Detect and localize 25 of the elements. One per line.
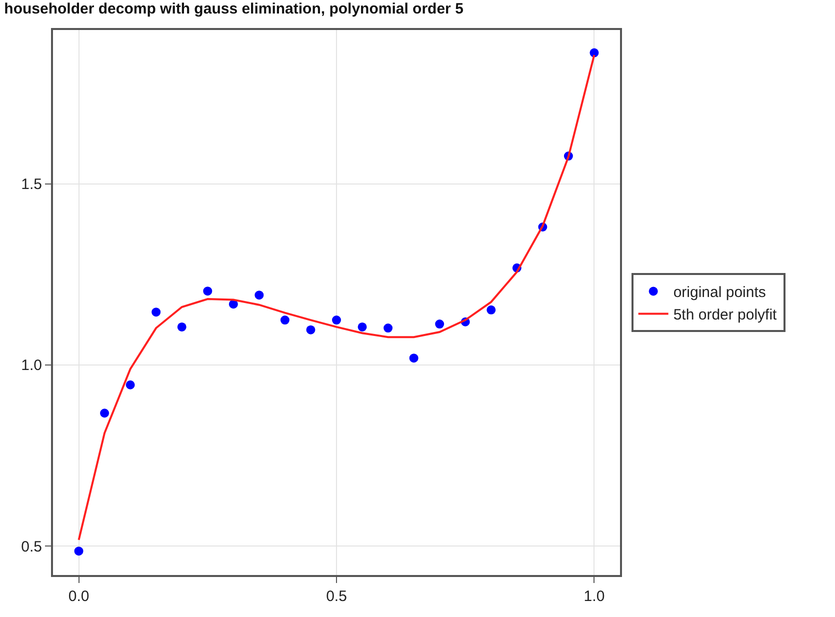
point [384, 324, 393, 333]
legend-label: original points [673, 284, 766, 302]
point [590, 48, 599, 58]
point [203, 286, 212, 296]
point [409, 354, 418, 363]
point [254, 290, 264, 300]
point [126, 380, 135, 390]
point [280, 316, 290, 325]
point [152, 308, 161, 317]
legend-label: 5th order polyfit [673, 306, 778, 324]
chart-title: householder decomp with gauss elimination, polynomial order 5 [4, 0, 464, 18]
x-tick-label: 0.0 [68, 588, 90, 605]
point [358, 322, 367, 332]
point [74, 546, 84, 556]
point [486, 305, 496, 314]
x-tick-label: 0.5 [326, 588, 347, 605]
point [435, 320, 444, 329]
point [332, 316, 341, 325]
point [306, 325, 316, 334]
point [100, 408, 110, 418]
y-tick-label: 0.5 [21, 538, 42, 556]
point [177, 322, 186, 332]
x-tick-label: 1.0 [584, 588, 605, 605]
y-tick-label: 1.0 [21, 357, 42, 374]
y-tick-label: 1.5 [21, 176, 42, 194]
